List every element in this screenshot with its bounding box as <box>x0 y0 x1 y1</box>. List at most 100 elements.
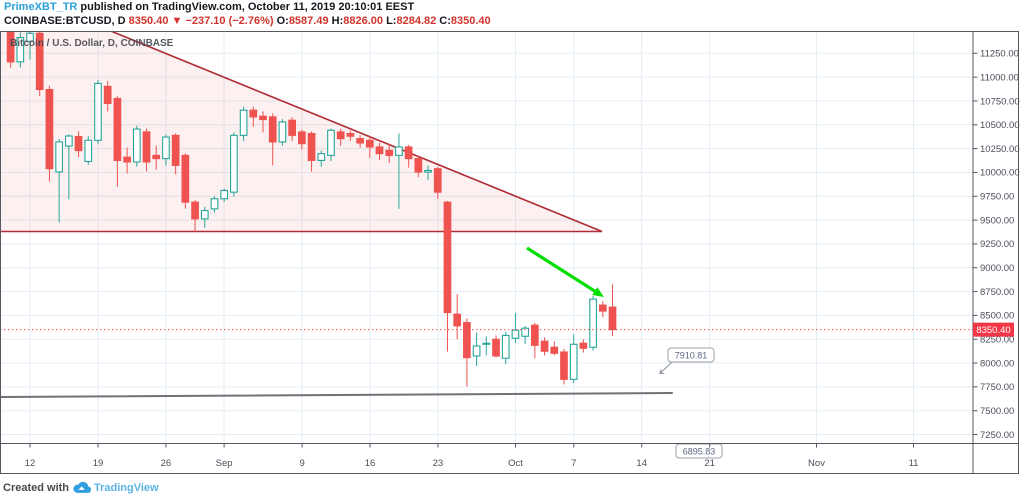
price-axis-label: 8000.00 <box>980 358 1014 369</box>
price-axis-label: 10750.00 <box>980 96 1020 107</box>
candle <box>55 139 63 223</box>
change-text: −237.10 (−2.76%) <box>182 14 277 27</box>
candle <box>492 335 500 358</box>
candle <box>327 128 335 162</box>
candle <box>84 136 93 165</box>
open-label: O: <box>276 14 289 27</box>
candle <box>288 117 296 141</box>
gray-trendline[interactable] <box>0 392 673 398</box>
candle <box>113 96 122 187</box>
candle <box>433 166 442 199</box>
candle <box>356 135 364 148</box>
candle <box>579 339 588 353</box>
price-axis-label: 7250.00 <box>980 430 1014 441</box>
candle <box>35 31 44 97</box>
time-axis-label: 26 <box>161 458 172 469</box>
price-axis-label: 9000.00 <box>980 263 1014 274</box>
price-axis-label: 10000.00 <box>980 168 1020 179</box>
candle <box>162 134 170 166</box>
candle <box>346 130 355 141</box>
publish-line: PrimeXBT_TR published on TradingView.com… <box>4 1 491 15</box>
candle <box>239 106 248 141</box>
candle <box>181 153 190 209</box>
time-axis-label: 7 <box>571 458 576 469</box>
candle <box>501 331 510 365</box>
svg-text:7910.81: 7910.81 <box>675 351 708 361</box>
candle <box>521 325 529 344</box>
price-axis-label: 9250.00 <box>980 239 1014 250</box>
candle <box>16 32 25 68</box>
low-label: L: <box>383 14 397 27</box>
time-axis-label: 12 <box>25 458 36 469</box>
candle <box>26 31 34 60</box>
price-axis-label: 7750.00 <box>980 382 1014 393</box>
candle <box>259 111 267 133</box>
candle <box>297 129 306 150</box>
candle <box>123 147 131 174</box>
chart-watermark: Bitcoin / U.S. Dollar, D, COINBASE <box>10 38 174 49</box>
close-value: 8350.40 <box>450 14 491 27</box>
open-value: 8587.49 <box>288 14 329 27</box>
candle <box>132 125 141 167</box>
candle <box>453 294 462 340</box>
time-axis-label: 21 <box>704 458 715 469</box>
time-axis-label: 23 <box>433 458 444 469</box>
grid <box>0 31 973 444</box>
time-axis-label: 9 <box>299 458 304 469</box>
candle <box>395 133 403 209</box>
candle <box>307 131 316 172</box>
chart-border <box>0 31 1019 474</box>
candle <box>560 348 568 385</box>
candle <box>463 318 471 387</box>
candle <box>152 145 161 170</box>
candle <box>385 143 394 163</box>
username-link[interactable]: PrimeXBT_TR <box>4 1 78 13</box>
time-axis-label: 19 <box>93 458 104 469</box>
price-axis-label: 11250.00 <box>980 49 1019 60</box>
ohlc-line: COINBASE:BTCUSD, D 8350.40 ▼ −237.10 (−2… <box>4 15 491 29</box>
time-axis-label: Sep <box>216 458 233 469</box>
candle <box>317 150 326 167</box>
candle <box>540 337 549 356</box>
close-label: C: <box>436 14 451 27</box>
green-arrow-annotation[interactable] <box>526 246 604 297</box>
candle <box>443 201 452 352</box>
last-price-label: 8350.40 <box>973 322 1014 337</box>
tradingview-brand-link[interactable]: TradingView <box>94 481 159 494</box>
publish-header: PrimeXBT_TR published on TradingView.com… <box>4 1 491 28</box>
candle <box>414 156 423 178</box>
candle <box>171 133 180 175</box>
created-with-text: Created with <box>3 481 70 494</box>
high-label: H: <box>328 14 344 27</box>
candle <box>336 128 345 146</box>
time-axis[interactable] <box>1 444 1019 474</box>
candle <box>365 136 374 159</box>
candle <box>200 206 209 228</box>
upper-price-callout[interactable]: 7910.81 <box>659 347 715 375</box>
published-text: published on TradingView.com, October 11… <box>77 1 415 13</box>
price-axis-label: 11000.00 <box>980 72 1019 83</box>
candle <box>530 323 539 359</box>
price-axis-label: 7500.00 <box>980 406 1014 417</box>
tradingview-cloud-icon[interactable] <box>72 481 92 494</box>
candle <box>6 31 15 68</box>
down-arrow-icon: ▼ <box>171 14 183 27</box>
chart-pane[interactable] <box>0 31 1019 474</box>
candlestick-series <box>6 31 617 387</box>
price-axis-label: 8500.00 <box>980 311 1014 322</box>
candle <box>598 301 607 318</box>
price-axis-label: 10500.00 <box>980 120 1020 131</box>
price-axis-labels: 11250.00 11000.00 10750.00 10500.00 10250.00… <box>973 49 1020 441</box>
time-axis-label: Oct <box>508 458 523 469</box>
price-axis-label: 9750.00 <box>980 192 1014 203</box>
price-axis[interactable] <box>973 32 1019 444</box>
candle <box>278 119 287 146</box>
time-axis-labels: 12 19 26 Sep 9 16 23 Oct 7 14 21 Nov 11 <box>25 443 918 469</box>
candle <box>511 313 520 344</box>
descending-trendline[interactable] <box>111 30 603 233</box>
time-axis-label: 16 <box>365 458 376 469</box>
candle <box>210 196 219 213</box>
svg-text:8350.40: 8350.40 <box>976 325 1010 336</box>
symbol-text: COINBASE:BTCUSD, D <box>4 14 126 27</box>
